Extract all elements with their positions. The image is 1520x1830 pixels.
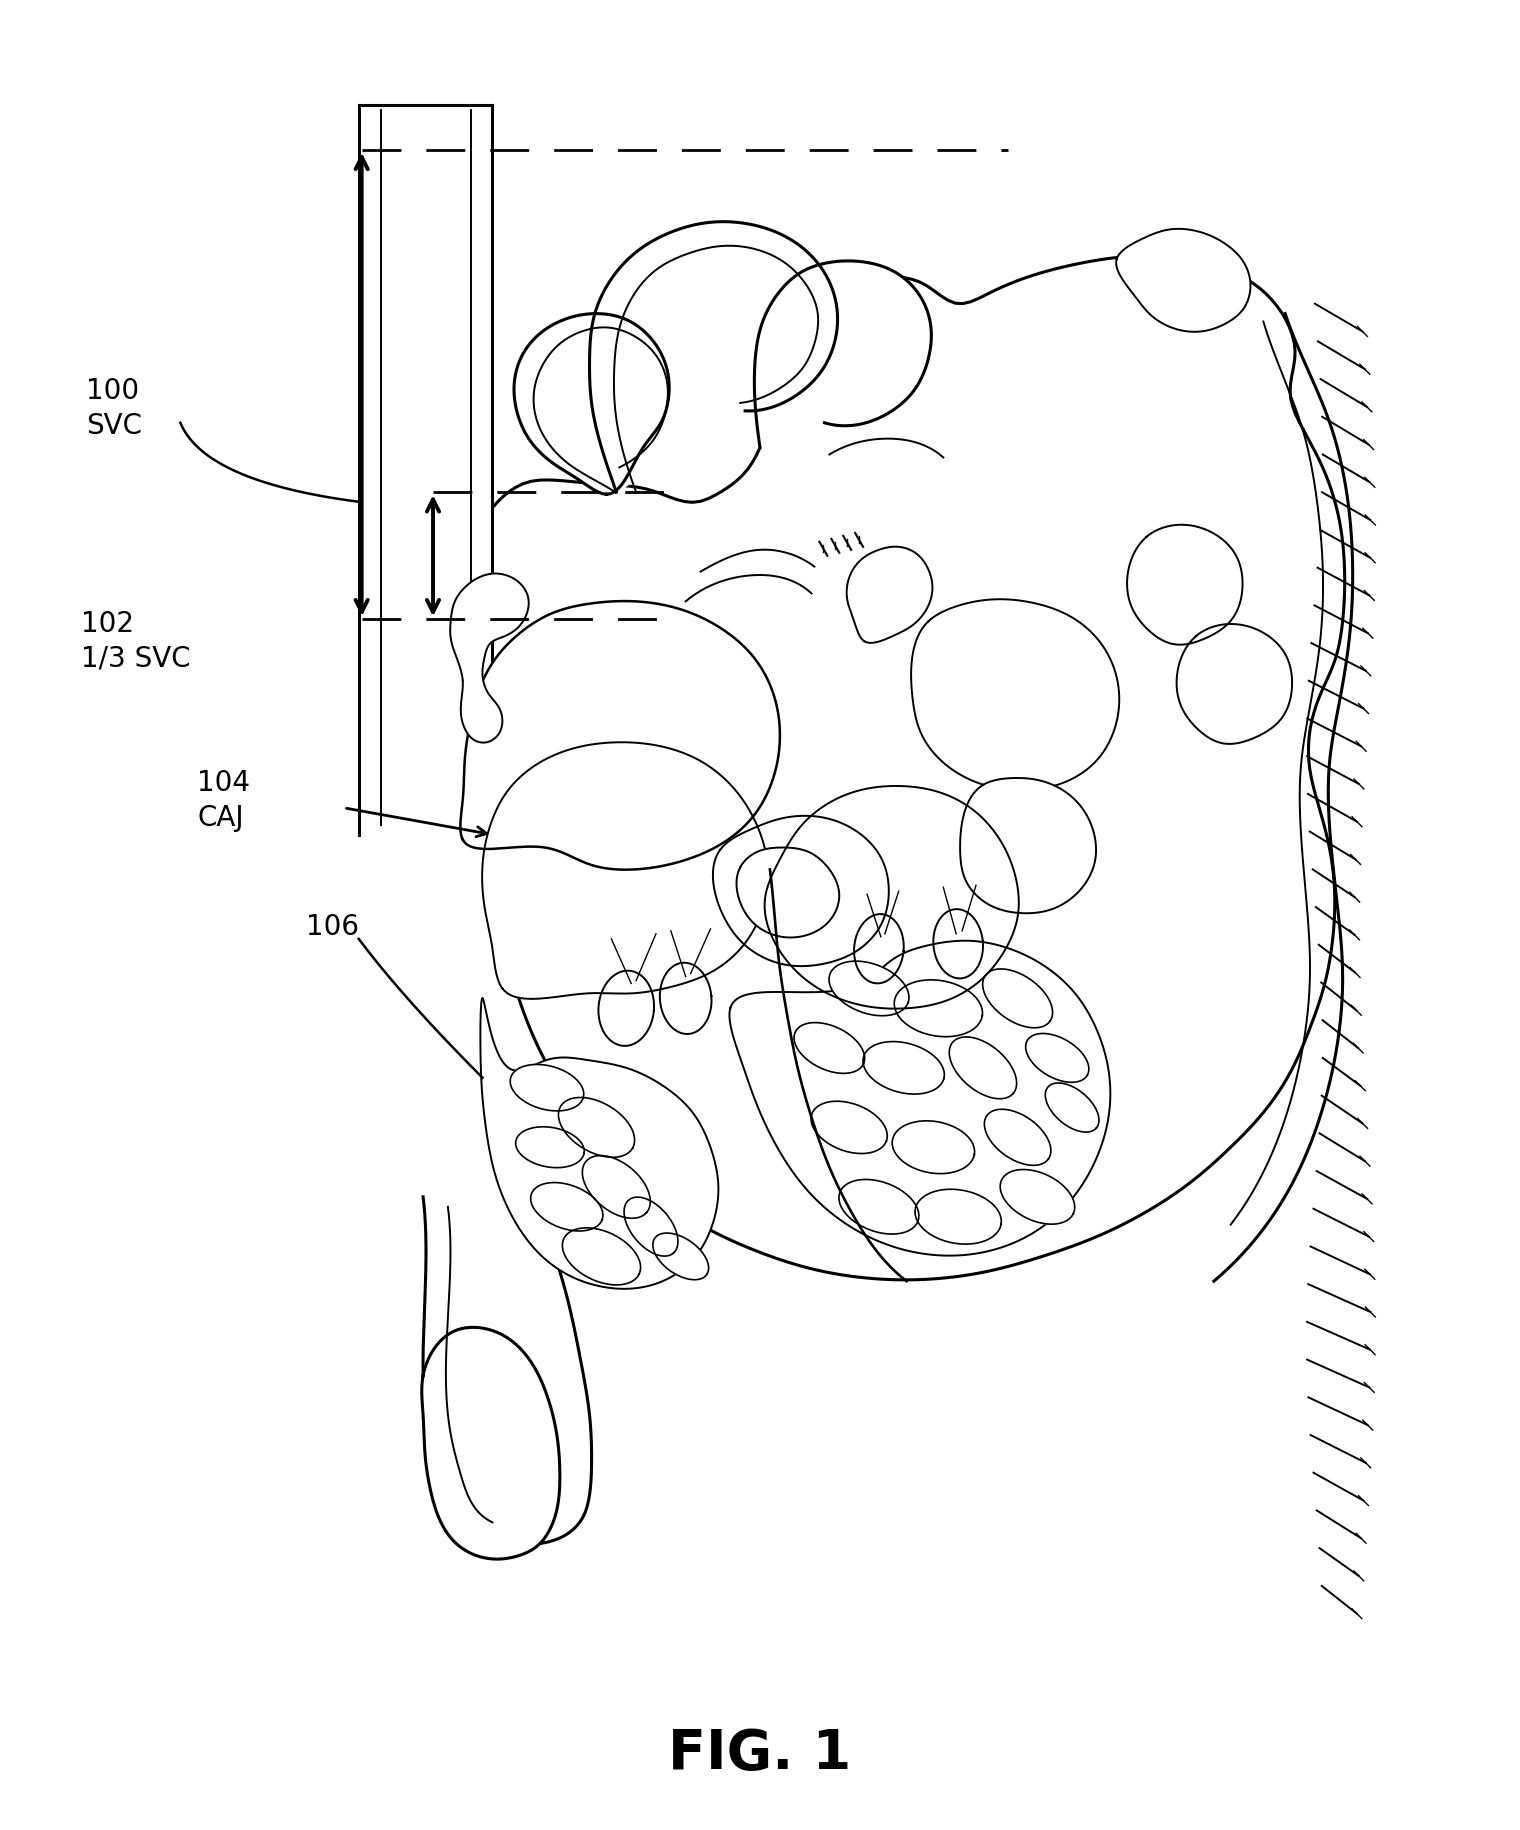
Text: FIG. 1: FIG. 1: [669, 1726, 851, 1779]
Polygon shape: [514, 315, 669, 494]
Polygon shape: [530, 1182, 603, 1232]
Polygon shape: [839, 1180, 920, 1235]
Polygon shape: [461, 602, 780, 871]
Polygon shape: [961, 778, 1096, 913]
Polygon shape: [625, 1197, 678, 1257]
Polygon shape: [582, 1157, 651, 1219]
Polygon shape: [423, 1191, 591, 1545]
Text: SVC: SVC: [87, 412, 143, 439]
Polygon shape: [793, 1023, 865, 1074]
Polygon shape: [660, 963, 711, 1034]
Polygon shape: [915, 1190, 1002, 1244]
Text: CAJ: CAJ: [198, 803, 243, 831]
Polygon shape: [737, 847, 839, 939]
Polygon shape: [515, 1127, 584, 1168]
Polygon shape: [461, 256, 1345, 1281]
Polygon shape: [985, 1109, 1050, 1166]
Polygon shape: [828, 961, 909, 1016]
Polygon shape: [654, 1233, 708, 1279]
Polygon shape: [948, 1038, 1017, 1100]
Polygon shape: [854, 915, 904, 985]
Text: 100: 100: [87, 377, 140, 404]
Polygon shape: [590, 223, 838, 492]
Polygon shape: [558, 1098, 634, 1158]
Polygon shape: [450, 575, 529, 743]
Polygon shape: [754, 262, 932, 448]
Polygon shape: [933, 910, 983, 979]
Polygon shape: [983, 970, 1053, 1028]
Polygon shape: [480, 999, 719, 1288]
Polygon shape: [1026, 1034, 1088, 1083]
Polygon shape: [599, 972, 654, 1047]
Polygon shape: [713, 816, 889, 966]
Text: 106: 106: [306, 913, 359, 941]
Polygon shape: [1176, 624, 1292, 745]
Polygon shape: [359, 106, 492, 834]
Polygon shape: [562, 1228, 640, 1285]
Polygon shape: [847, 547, 932, 644]
Polygon shape: [511, 1065, 584, 1111]
Polygon shape: [730, 941, 1110, 1255]
Text: 104: 104: [198, 769, 251, 796]
Polygon shape: [1126, 525, 1242, 646]
Polygon shape: [1046, 1083, 1099, 1133]
Polygon shape: [765, 787, 1018, 1008]
Polygon shape: [910, 600, 1119, 791]
Text: 102: 102: [81, 609, 134, 639]
Polygon shape: [1000, 1169, 1075, 1224]
Polygon shape: [421, 1327, 559, 1559]
Polygon shape: [894, 981, 982, 1038]
Polygon shape: [812, 1102, 888, 1155]
Text: 1/3 SVC: 1/3 SVC: [81, 644, 192, 673]
Polygon shape: [863, 1041, 944, 1094]
Polygon shape: [892, 1122, 974, 1175]
Polygon shape: [482, 743, 768, 999]
Polygon shape: [1116, 231, 1251, 333]
